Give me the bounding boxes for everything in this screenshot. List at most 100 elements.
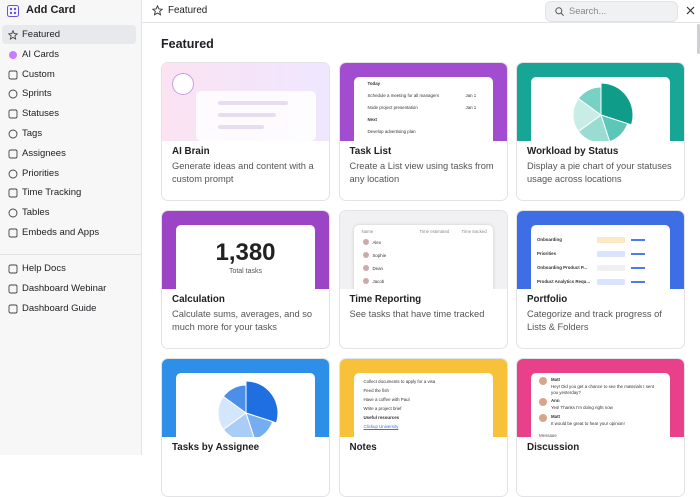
preview-panel: Onboarding Priorities Onboarding Product P… — [531, 225, 670, 289]
ai-logo — [172, 73, 194, 95]
preview-text: Onboarding Product P... — [537, 265, 587, 270]
nav-label: Featured — [22, 29, 61, 40]
scrollbar[interactable] — [697, 24, 700, 54]
card[interactable]: Onboarding Priorities Onboarding Product P… — [516, 210, 685, 349]
preview-text: Develop advertising plan — [367, 129, 416, 134]
progress-bar — [631, 281, 645, 283]
preview-text: Alex — [372, 240, 382, 245]
card[interactable]: Matt Hey! Did you get a chance to see the… — [516, 358, 685, 497]
nav-icon — [8, 284, 18, 294]
divider — [0, 254, 141, 255]
nav-item[interactable]: Statuses — [2, 104, 136, 123]
card-preview — [517, 63, 684, 141]
sidebar: Add Card Featured AI Cards Custom Sprints St… — [0, 0, 142, 455]
nav-label: Time Tracking — [22, 187, 82, 199]
preview-text: Yes! Thanks I'm doing right now — [551, 405, 613, 410]
avatar — [539, 377, 547, 385]
preview-text: Dean — [372, 266, 384, 271]
card-preview: Collect documents to apply for a visa Fee… — [339, 359, 507, 437]
placeholder-bar — [218, 125, 264, 129]
preview-text: Name — [361, 229, 374, 234]
nav-icon — [8, 208, 18, 218]
icon-shape — [8, 89, 18, 99]
star-icon — [152, 5, 163, 16]
nav-icon — [8, 264, 18, 274]
header: Featured Search... — [142, 0, 700, 23]
status-bar — [597, 279, 625, 285]
nav-icon — [9, 50, 17, 59]
preview-panel: 1,380 Total tasks — [176, 225, 315, 289]
help-label: Help Docs — [22, 263, 66, 274]
avatar — [539, 414, 547, 422]
icon-shape — [8, 264, 18, 274]
nav-item[interactable]: Embeds and Apps — [2, 223, 136, 242]
card-preview: Matt Hey! Did you get a chance to see the… — [517, 359, 684, 437]
pie-slice — [245, 412, 274, 437]
section-title: Featured — [161, 37, 214, 51]
card[interactable]: AI Brain Generate ideas and content with … — [161, 62, 330, 201]
nav-icon — [8, 129, 18, 139]
search-icon — [555, 7, 564, 16]
progress-bar — [631, 267, 645, 269]
help-item[interactable]: Dashboard Webinar — [2, 279, 136, 298]
placeholder-bar — [218, 101, 288, 105]
nav-item[interactable]: Assignees — [2, 144, 136, 163]
preview-text: Total tasks — [228, 268, 263, 275]
card[interactable]: Name Time estimated Time tracked Alex Sophie… — [338, 210, 508, 349]
preview-panel: Today Schedule a meeting for all managers… — [353, 77, 493, 141]
card[interactable]: 1,380 Total tasks Calculation Calculate sum… — [161, 210, 330, 349]
card[interactable]: Tasks by Assignee — [161, 358, 330, 497]
card-title: Workload by Status — [527, 146, 619, 157]
close-button[interactable] — [686, 6, 695, 15]
nav-icon — [8, 30, 18, 40]
preview-panel: Name Time estimated Time tracked Alex Sophie… — [353, 225, 493, 289]
card-description: Display a pie chart of your statuses usa… — [527, 161, 672, 184]
icon-shape — [8, 149, 18, 159]
search-placeholder: Search... — [569, 6, 607, 16]
nav-label: Priorities — [22, 167, 59, 179]
help-item[interactable]: Dashboard Guide — [2, 299, 136, 318]
nav-item[interactable]: Tables — [2, 203, 136, 222]
icon-shape — [8, 188, 18, 198]
preview-panel: Matt Hey! Did you get a chance to see the… — [531, 373, 670, 437]
nav-item[interactable]: Featured — [2, 25, 136, 44]
card[interactable]: Workload by Status Display a pie chart of… — [516, 62, 685, 201]
preview-text: Matt — [551, 414, 561, 419]
card[interactable]: Today Schedule a meeting for all managers… — [338, 62, 508, 201]
nav-item[interactable]: Tags — [2, 124, 136, 143]
nav-item[interactable]: Priorities — [2, 164, 136, 183]
card-title: Time Reporting — [349, 294, 422, 305]
icon-shape — [8, 208, 18, 218]
card-title: Notes — [349, 442, 377, 453]
preview-text: Schedule a meeting for all managers — [367, 93, 440, 98]
progress-bar — [631, 253, 645, 255]
icon-shape — [9, 50, 17, 59]
icon-shape — [8, 129, 18, 139]
search-box[interactable]: Search... — [545, 1, 678, 22]
pie-slice — [600, 82, 634, 126]
card-title: Tasks by Assignee — [172, 442, 260, 453]
help-label: Dashboard Webinar — [22, 283, 107, 294]
preview-text: Time tracked — [461, 229, 487, 234]
icon-shape — [8, 169, 18, 179]
nav-item[interactable]: Custom — [2, 65, 136, 84]
card-preview — [162, 359, 329, 437]
nav-icon — [8, 188, 18, 198]
nav-item[interactable]: Time Tracking — [2, 183, 136, 202]
avatar — [362, 265, 369, 271]
nav-item[interactable]: Sprints — [2, 84, 136, 103]
nav-label: Tables — [22, 207, 50, 219]
pie-slice — [222, 384, 247, 414]
help-item[interactable]: Help Docs — [2, 259, 136, 278]
help-label: Dashboard Guide — [22, 303, 97, 314]
nav-icon — [8, 109, 18, 119]
card-preview: 1,380 Total tasks — [162, 211, 329, 289]
avatar — [362, 278, 369, 284]
placeholder-bar — [218, 113, 276, 117]
card-title: Task List — [349, 146, 392, 157]
nav-item[interactable]: AI Cards — [2, 45, 136, 64]
card[interactable]: Collect documents to apply for a visa Fee… — [338, 358, 508, 497]
progress-bar — [631, 239, 645, 241]
pie-slice — [577, 86, 602, 116]
